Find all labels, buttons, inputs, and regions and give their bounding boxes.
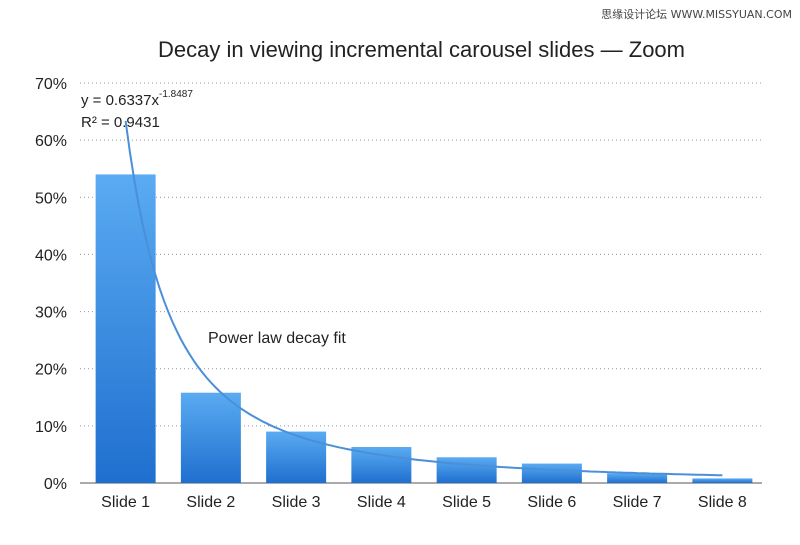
y-axis-ticks: 0% 10% 20% 30% 40% 50% 60% 70% bbox=[35, 76, 67, 493]
y-tick-label: 40% bbox=[35, 247, 67, 264]
annotation-power-law: Power law decay fit bbox=[208, 330, 346, 347]
y-tick-label: 30% bbox=[35, 305, 67, 322]
bars bbox=[95, 174, 753, 483]
trendline-equation: y = 0.6337x-1.8487 R² = 0.9431 bbox=[81, 86, 193, 134]
y-tick-label: 20% bbox=[35, 362, 67, 379]
r-squared-label: R² = 0.9431 bbox=[81, 114, 160, 131]
x-axis-ticks: Slide 1 Slide 2 Slide 3 Slide 4 Slide 5 Slide… bbox=[101, 494, 747, 511]
x-tick-label: Slide 6 bbox=[527, 494, 576, 511]
bar bbox=[607, 473, 668, 483]
x-tick-label: Slide 4 bbox=[357, 494, 406, 511]
bar bbox=[351, 447, 412, 483]
x-tick-label: Slide 7 bbox=[613, 494, 662, 511]
x-tick-label: Slide 3 bbox=[272, 494, 321, 511]
y-tick-label: 60% bbox=[35, 133, 67, 150]
bar bbox=[266, 431, 327, 483]
x-tick-label: Slide 8 bbox=[698, 494, 747, 511]
watermark-text: 思缘设计论坛 WWW.MISSYUAN.COM bbox=[601, 8, 792, 21]
trendline-curve bbox=[124, 120, 723, 477]
bar bbox=[180, 392, 241, 483]
bar bbox=[692, 478, 753, 483]
bar bbox=[521, 463, 582, 483]
y-tick-label: 10% bbox=[35, 419, 67, 436]
bar bbox=[95, 174, 156, 483]
y-tick-label: 70% bbox=[35, 76, 67, 93]
bar bbox=[436, 457, 497, 483]
y-tick-label: 0% bbox=[44, 476, 67, 493]
chart-title: Decay in viewing incremental carousel sl… bbox=[158, 37, 685, 62]
x-tick-label: Slide 1 bbox=[101, 494, 150, 511]
equation-exponent: -1.8487 bbox=[158, 89, 193, 100]
x-tick-label: Slide 2 bbox=[186, 494, 235, 511]
x-tick-label: Slide 5 bbox=[442, 494, 491, 511]
equation-prefix: y = 0.6337x bbox=[81, 92, 159, 109]
trendline-equation-formula: y = 0.6337x-1.8487 bbox=[81, 86, 193, 112]
trendline bbox=[124, 120, 723, 477]
y-tick-label: 50% bbox=[35, 190, 67, 207]
